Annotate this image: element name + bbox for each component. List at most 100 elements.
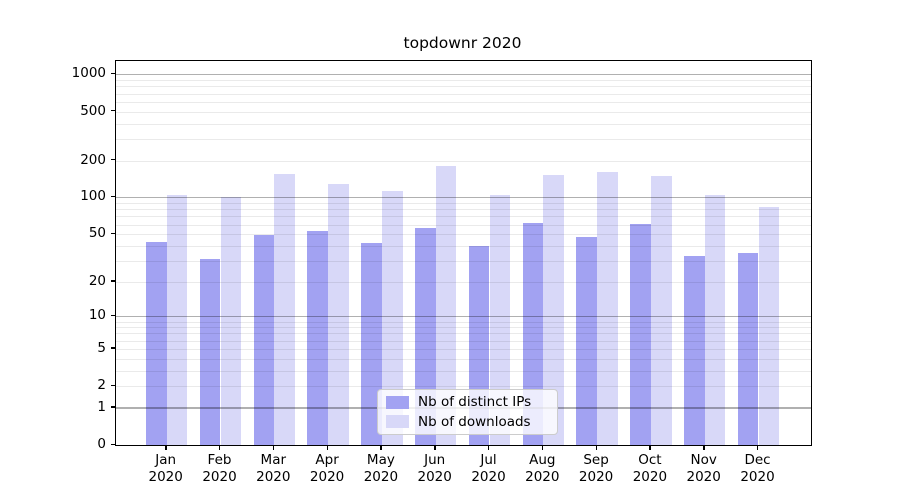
x-tick-label: Nov 2020	[668, 452, 740, 485]
bar-downloads-sep	[597, 172, 618, 445]
bar-downloads-jul	[489, 194, 511, 445]
x-tick-year: 2020	[525, 468, 560, 485]
chart-title: topdownr 2020	[403, 34, 522, 52]
bar-distinct-ips-dec	[737, 252, 759, 445]
x-tick-mark	[488, 445, 490, 450]
y-tick-label: 2	[97, 377, 106, 394]
x-tick-label: Jun 2020	[399, 452, 471, 485]
x-tick-mark	[649, 445, 651, 450]
minor-gridline	[116, 138, 811, 140]
bar-distinct-ips-apr	[307, 231, 329, 445]
y-tick-mark	[110, 159, 115, 161]
minor-gridline	[116, 86, 811, 88]
bar-distinct-ips-oct	[630, 223, 651, 445]
minor-gridline	[116, 111, 811, 113]
x-tick-mark	[219, 445, 221, 450]
y-tick-label: 1	[97, 398, 106, 415]
x-tick-mark	[165, 445, 167, 450]
y-tick-mark	[110, 347, 115, 349]
plot-area	[115, 60, 812, 446]
x-tick-month: Dec	[744, 452, 771, 468]
y-tick-mark	[110, 384, 115, 386]
bar-distinct-ips-mar	[253, 235, 275, 445]
x-tick-year: 2020	[363, 468, 399, 485]
x-tick-label: Dec 2020	[722, 452, 794, 485]
y-tick-mark	[110, 72, 115, 75]
x-tick-year: 2020	[686, 468, 721, 485]
x-tick-month: Oct	[638, 452, 662, 468]
bar-distinct-ips-nov	[684, 255, 705, 445]
x-tick-month: Sep	[583, 452, 609, 468]
minor-gridline	[116, 80, 811, 82]
bar-downloads-nov	[704, 195, 726, 445]
x-tick-year: 2020	[256, 468, 291, 485]
y-tick-label: 0	[97, 436, 106, 452]
x-tick-year: 2020	[148, 468, 183, 485]
bar-distinct-ips-sep	[576, 237, 598, 445]
x-tick-month: May	[366, 452, 395, 468]
y-tick-mark	[110, 280, 115, 282]
x-tick-label: Sep 2020	[560, 452, 632, 485]
x-tick-year: 2020	[471, 468, 506, 485]
y-tick-label: 5	[97, 339, 106, 356]
y-tick-mark	[110, 443, 115, 445]
bar-downloads-may	[381, 191, 403, 445]
bar-distinct-ips-may	[361, 243, 382, 445]
y-tick-label: 1000	[71, 65, 106, 82]
x-tick-label: Aug 2020	[506, 452, 578, 485]
y-tick-mark	[110, 110, 115, 112]
minor-gridline	[116, 123, 811, 125]
x-tick-month: Apr	[315, 452, 339, 468]
major-gridline	[116, 73, 811, 76]
y-tick-mark	[110, 406, 115, 408]
x-tick-mark	[757, 445, 759, 450]
legend: Nb of distinct IPs Nb of downloads	[377, 389, 558, 435]
legend-label-distinct-ips: Nb of distinct IPs	[418, 394, 532, 411]
x-tick-label: Feb 2020	[184, 452, 256, 485]
x-tick-mark	[541, 445, 544, 450]
x-tick-year: 2020	[202, 468, 237, 485]
x-tick-month: Jul	[480, 452, 497, 468]
x-tick-label: Jan 2020	[130, 452, 202, 485]
bar-downloads-jan	[166, 195, 188, 445]
legend-swatch-distinct-ips	[386, 395, 409, 409]
bar-downloads-dec	[758, 206, 780, 445]
legend-label-downloads: Nb of downloads	[418, 413, 531, 430]
x-tick-year: 2020	[632, 468, 668, 485]
bar-downloads-mar	[274, 174, 295, 445]
y-tick-label: 100	[80, 188, 106, 205]
minor-gridline	[116, 160, 811, 162]
x-tick-label: Jul 2020	[453, 452, 525, 485]
x-tick-label: Oct 2020	[614, 452, 686, 485]
legend-item-distinct-ips: Nb of distinct IPs	[386, 394, 557, 410]
y-tick-label: 20	[88, 272, 106, 289]
x-tick-mark	[703, 445, 705, 450]
x-tick-label: May 2020	[345, 452, 417, 485]
bar-downloads-jun	[435, 166, 457, 445]
y-tick-mark	[110, 314, 115, 317]
x-tick-month: Jun	[424, 452, 446, 468]
x-tick-mark	[434, 445, 436, 450]
x-tick-month: Mar	[260, 452, 287, 468]
bar-downloads-feb	[220, 196, 242, 445]
x-tick-month: Aug	[529, 452, 556, 468]
legend-item-downloads: Nb of downloads	[386, 414, 557, 430]
x-tick-mark	[326, 445, 328, 450]
y-tick-label: 200	[80, 151, 106, 168]
x-tick-month: Feb	[207, 452, 232, 468]
y-tick-label: 500	[80, 102, 106, 119]
y-tick-label: 10	[88, 307, 106, 324]
x-tick-mark	[272, 445, 275, 450]
y-tick-mark	[110, 232, 115, 234]
x-tick-year: 2020	[417, 468, 452, 485]
x-tick-mark	[595, 445, 597, 450]
bar-downloads-oct	[650, 176, 672, 445]
x-tick-month: Jan	[155, 452, 177, 468]
x-tick-year: 2020	[578, 468, 614, 485]
y-tick-label: 50	[88, 225, 106, 242]
x-tick-mark	[380, 445, 382, 450]
x-tick-year: 2020	[309, 468, 345, 485]
x-tick-label: Apr 2020	[291, 452, 363, 485]
minor-gridline	[116, 101, 811, 103]
